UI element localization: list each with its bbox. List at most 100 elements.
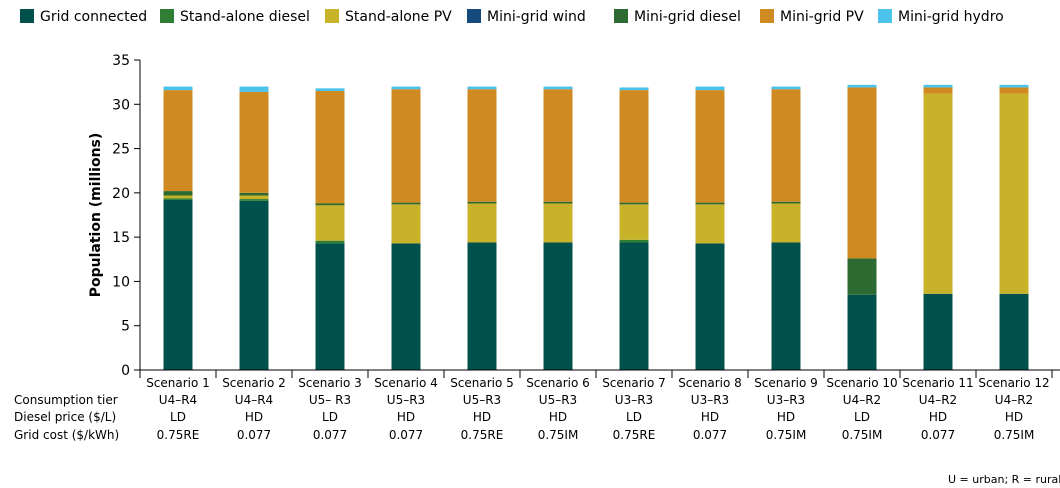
table-cell-r2-c12: HD — [1005, 410, 1023, 424]
table-cell-r2-c2: HD — [245, 410, 263, 424]
bar-stand-alone-pv-6 — [543, 203, 573, 243]
bar-mini-grid-diesel-1 — [163, 191, 193, 196]
legend-swatch-stand-alone-diesel — [160, 9, 174, 23]
bar-grid-connected-1 — [163, 199, 193, 370]
bar-mini-grid-pv-5 — [467, 89, 497, 202]
bar-mini-grid-hydro-8 — [695, 86, 725, 91]
table-row-label-grid-cost-kwh: Grid cost ($/kWh) — [14, 428, 119, 442]
y-axis: Population (millions) 0 5 10 15 20 25 30 35 — [88, 53, 141, 379]
category-label-9: Scenario 9 — [754, 376, 818, 390]
bar-mini-grid-pv-11 — [923, 87, 953, 94]
table-cell-r2-c1: LD — [170, 410, 186, 424]
category-label-2: Scenario 2 — [222, 376, 286, 390]
table-cell-r3-c8: 0.077 — [693, 428, 727, 442]
bar-stand-alone-pv-8 — [695, 204, 725, 244]
table-row-label-diesel-price-l: Diesel price ($/L) — [14, 410, 116, 424]
bar-stand-alone-pv-2 — [239, 195, 269, 200]
x-axis — [139, 369, 1060, 378]
bar-mini-grid-pv-8 — [695, 90, 725, 203]
bar-grid-connected-5 — [467, 242, 497, 370]
y-tick-label-25: 25 — [112, 142, 130, 158]
bar-mini-grid-diesel-8 — [695, 202, 725, 205]
table-cell-r3-c12: 0.75IM — [994, 428, 1035, 442]
bar-stand-alone-diesel-7 — [619, 239, 649, 243]
bar-mini-grid-hydro-11 — [923, 84, 953, 88]
table-cell-r3-c4: 0.077 — [389, 428, 423, 442]
table-cell-r2-c8: HD — [701, 410, 719, 424]
legend-label-grid-connected: Grid connected — [40, 9, 147, 25]
legend-label-mini-grid-hydro: Mini-grid hydro — [898, 9, 1004, 25]
y-axis-label: Population (millions) — [88, 133, 104, 298]
table-cell-r1-c9: U3–R3 — [767, 393, 805, 407]
bar-mini-grid-pv-10 — [847, 87, 877, 259]
legend-label-stand-alone-pv: Stand-alone PV — [345, 9, 452, 25]
table-cell-r2-c5: HD — [473, 410, 491, 424]
table-cell-r2-c7: LD — [626, 410, 642, 424]
table-cell-r3-c5: 0.75RE — [461, 428, 504, 442]
category-label-12: Scenario 12 — [978, 376, 1049, 390]
bar-mini-grid-pv-3 — [315, 91, 345, 204]
bar-mini-grid-hydro-6 — [543, 86, 573, 90]
bar-grid-connected-7 — [619, 242, 649, 370]
y-tick-label-30: 30 — [112, 97, 130, 113]
legend-label-mini-grid-pv: Mini-grid PV — [780, 9, 864, 25]
table-cell-r1-c1: U4–R4 — [159, 393, 197, 407]
bar-mini-grid-hydro-3 — [315, 88, 345, 91]
bar-grid-connected-9 — [771, 242, 801, 370]
category-label-1: Scenario 1 — [146, 376, 210, 390]
legend: Grid connected Stand-alone diesel Stand-al… — [20, 9, 1004, 25]
bar-mini-grid-hydro-5 — [467, 86, 497, 90]
table-cell-r1-c11: U4–R2 — [919, 393, 957, 407]
table-cell-r3-c2: 0.077 — [237, 428, 271, 442]
category-label-5: Scenario 5 — [450, 376, 514, 390]
legend-swatch-grid-connected — [20, 9, 34, 23]
legend-swatch-mini-grid-wind — [467, 9, 481, 23]
bar-grid-connected-6 — [543, 242, 573, 370]
table-cell-r3-c9: 0.75IM — [766, 428, 807, 442]
y-tick-label-5: 5 — [121, 319, 130, 335]
legend-label-mini-grid-wind: Mini-grid wind — [487, 9, 586, 25]
category-label-3: Scenario 3 — [298, 376, 362, 390]
bar-stand-alone-pv-12 — [999, 93, 1029, 294]
legend-label-mini-grid-diesel: Mini-grid diesel — [634, 9, 741, 25]
scenario-table: Consumption tier Diesel price ($/L) Grid c… — [14, 376, 1050, 442]
legend-swatch-mini-grid-pv — [760, 9, 774, 23]
bar-stand-alone-pv-9 — [771, 203, 801, 243]
table-cell-r3-c7: 0.75RE — [613, 428, 656, 442]
table-cell-r2-c3: LD — [322, 410, 338, 424]
category-label-4: Scenario 4 — [374, 376, 438, 390]
footnote: U = urban; R = rural — [948, 473, 1060, 486]
bar-mini-grid-pv-12 — [999, 87, 1029, 94]
table-cell-r3-c1: 0.75RE — [157, 428, 200, 442]
bar-stand-alone-diesel-1 — [163, 198, 193, 200]
bar-mini-grid-hydro-12 — [999, 84, 1029, 88]
category-label-8: Scenario 8 — [678, 376, 742, 390]
legend-swatch-mini-grid-diesel — [614, 9, 628, 23]
bar-mini-grid-hydro-2 — [239, 86, 269, 92]
bar-mini-grid-pv-7 — [619, 90, 649, 203]
category-label-7: Scenario 7 — [602, 376, 666, 390]
bar-mini-grid-hydro-9 — [771, 86, 801, 90]
bar-grid-connected-11 — [923, 293, 953, 370]
legend-swatch-stand-alone-pv — [325, 9, 339, 23]
table-cell-r1-c6: U5–R3 — [539, 393, 577, 407]
y-tick-label-15: 15 — [112, 230, 130, 246]
bar-mini-grid-pv-4 — [391, 89, 421, 203]
table-cell-r2-c11: HD — [929, 410, 947, 424]
bar-mini-grid-pv-2 — [239, 91, 269, 193]
table-cell-r1-c3: U5– R3 — [309, 393, 351, 407]
bar-stand-alone-pv-3 — [315, 205, 345, 241]
bar-stand-alone-pv-4 — [391, 204, 421, 244]
legend-swatch-mini-grid-hydro — [878, 9, 892, 23]
table-row-label-consumption-tier: Consumption tier — [14, 393, 118, 407]
table-cell-r1-c10: U4–R2 — [843, 393, 881, 407]
bar-grid-connected-10 — [847, 294, 877, 370]
bar-mini-grid-hydro-10 — [847, 84, 877, 88]
y-tick-label-0: 0 — [121, 363, 130, 379]
bar-stand-alone-diesel-3 — [315, 240, 345, 244]
bar-mini-grid-hydro-4 — [391, 86, 421, 90]
bars — [163, 84, 1029, 370]
bar-grid-connected-8 — [695, 243, 725, 370]
table-cell-r1-c12: U4–R2 — [995, 393, 1033, 407]
category-label-10: Scenario 10 — [826, 376, 897, 390]
